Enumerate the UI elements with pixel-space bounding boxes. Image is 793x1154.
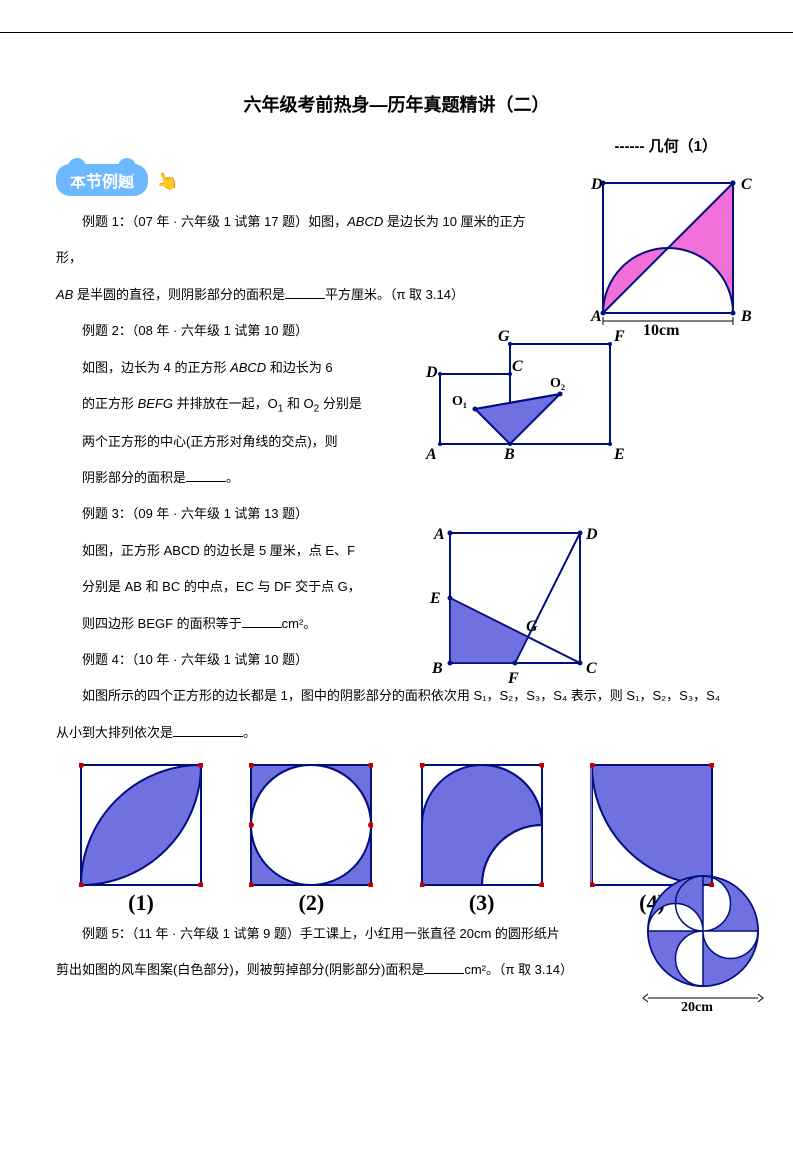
p5-blank [424,960,464,974]
p4-l2: 从小到大排列依次是。 [56,715,737,751]
fig2-O2: O₂ [550,376,565,391]
p1-abcd: ABCD [347,214,383,229]
fig2-B: B [503,446,515,463]
fig4-3-label: (3) [407,890,557,916]
p2-blank [186,468,226,482]
p1-ab: AB [56,287,73,302]
section-badge: 本节例题 👆 [56,164,178,196]
fig2-D: D [425,364,438,381]
p4-l1: 如图所示的四个正方形的边长都是 1，图中的阴影部分的面积依次用 S₁，S₂，S₃… [56,678,737,714]
p5-l2: 剪出如图的风车图案(白色部分)，则被剪掉部分(阴影部分)面积是cm²。（π 取 … [56,952,587,988]
p2-l4: 阴影部分的面积是。 [56,460,416,496]
p4-blank [173,723,243,737]
badge-text: 本节例题 [56,164,148,196]
fig4-2: (2) [236,763,386,916]
fig2-C: C [512,358,523,375]
p3-blank [242,614,282,628]
fig2-E: E [613,446,625,463]
fig3-D: D [585,526,598,543]
fig3-B: B [431,660,443,677]
fig3-C: C [586,660,597,677]
fig4-1: (1) [66,763,216,916]
page-title: 六年级考前热身—历年真题精讲（二） [56,91,737,117]
p2-l3: 两个正方形的中心(正方形对角线的交点)，则 [56,424,416,460]
p1-text-a: 例题 1：（07 年 · 六年级 1 试第 17 题）如图， [82,214,347,229]
p4-head: 例题 4：（10 年 · 六年级 1 试第 10 题） [56,642,737,678]
fig1-label-D: D [590,176,603,193]
figure-2: D C G F A B E O₁ O₂ [420,329,650,472]
p2-head: 例题 2：（08 年 · 六年级 1 试第 10 题） [56,313,416,349]
figure-3-svg: A D E G B F C [420,523,620,693]
fig3-E: E [429,590,441,607]
problem-1: 例题 1：（07 年 · 六年级 1 试第 17 题）如图，ABCD 是边长为 … [56,204,527,277]
page-subtitle: ------ 几何（1） [56,135,737,156]
fig2-F: F [613,329,625,345]
problem-2: 例题 2：（08 年 · 六年级 1 试第 10 题） 如图，边长为 4 的正方… [56,313,416,496]
figure-3: A D E G B F C [420,523,620,696]
fig1-label-B: B [740,308,752,325]
fig1-label-A: A [590,308,602,325]
page-root: 六年级考前热身—历年真题精讲（二） ------ 几何（1） 本节例题 👆 D … [0,32,793,1029]
fig2-O1: O₁ [452,394,467,409]
p3-head: 例题 3：（09 年 · 六年级 1 试第 13 题） [56,496,416,532]
p5-l1: 例题 5：（11 年 · 六年级 1 试第 9 题）手工课上，小红用一张直径 2… [56,916,587,952]
fig2-A: A [425,446,437,463]
problem-1b: AB 是半圆的直径，则阴影部分的面积是 平方厘米。（π 取 3.14） [56,277,527,313]
fig3-G: G [526,618,538,635]
p2-l2: 的正方形 BEFG 并排放在一起，O1 和 O2 分别是 [56,386,416,424]
fig3-F: F [507,670,519,687]
p1-text-c: 是半圆的直径，则阴影部分的面积是 [73,287,285,302]
fig1-label-C: C [741,176,752,193]
hand-icon: 👆 [153,168,181,195]
problem-3: 例题 3：（09 年 · 六年级 1 试第 13 题） 如图，正方形 ABCD … [56,496,416,642]
p3-l3: 则四边形 BEGF 的面积等于cm²。 [56,606,416,642]
fig4-2-label: (2) [236,890,386,916]
figure-5: 20cm [633,866,773,1019]
fig4-3: (3) [407,763,557,916]
figure-5-svg: 20cm [633,866,773,1016]
fig2-G: G [498,329,510,345]
p3-l2: 分别是 AB 和 BC 的中点，EC 与 DF 交于点 G， [56,569,416,605]
fig4-1-label: (1) [66,890,216,916]
p1-text-d: 平方厘米。（π 取 3.14） [325,287,464,302]
p3-l1: 如图，正方形 ABCD 的边长是 5 厘米，点 E、F [56,533,416,569]
p2-l1: 如图，边长为 4 的正方形 ABCD 和边长为 6 [56,350,416,386]
fig3-A: A [433,526,445,543]
p1-blank [285,285,325,299]
figure-1: D C A B 10cm [583,173,773,351]
fig5-len: 20cm [681,1000,713,1015]
figure-2-svg: D C G F A B E O₁ O₂ [420,329,650,469]
figure-1-svg: D C A B 10cm [583,173,773,348]
